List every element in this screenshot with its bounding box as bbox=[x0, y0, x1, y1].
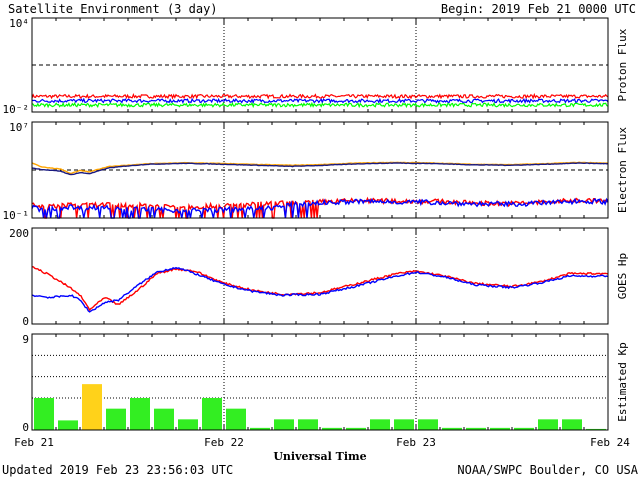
y-axis-label: GOES Hp bbox=[616, 253, 629, 299]
panel-kp: 9 0 Estimated Kp bbox=[22, 333, 629, 434]
kp-bar bbox=[322, 427, 342, 430]
y-axis-label: Electron Flux bbox=[616, 127, 629, 213]
kp-bar bbox=[466, 427, 486, 430]
x-axis-label: Universal Time bbox=[273, 450, 366, 463]
x-tick-3: Feb 24 bbox=[590, 436, 630, 449]
panel-frame bbox=[31, 17, 609, 113]
kp-bar bbox=[202, 398, 222, 430]
series-green-2 bbox=[31, 101, 609, 109]
series-blue-1 bbox=[31, 266, 609, 313]
kp-bar bbox=[538, 419, 558, 430]
kp-bar bbox=[82, 384, 102, 430]
kp-bar bbox=[586, 428, 606, 430]
series-navy-1 bbox=[31, 162, 609, 176]
y-axis-label: Estimated Kp bbox=[616, 342, 629, 421]
panel-frame bbox=[31, 227, 609, 325]
x-tick-2: Feb 23 bbox=[396, 436, 436, 449]
kp-bar bbox=[226, 408, 246, 430]
y-tick-top: 200 bbox=[9, 227, 29, 240]
series-blue-3 bbox=[31, 197, 609, 219]
panels: 10⁴ 10⁻² Proton Flux 10⁷ 10⁻¹ Electron Flux 20… bbox=[3, 17, 630, 434]
series-blue-1 bbox=[31, 97, 609, 105]
kp-bar bbox=[562, 419, 582, 430]
series-red-0 bbox=[31, 92, 609, 100]
y-tick-top: 10⁴ bbox=[9, 17, 29, 30]
kp-bar bbox=[58, 420, 78, 430]
kp-bar bbox=[130, 398, 150, 430]
kp-bar bbox=[178, 419, 198, 430]
kp-bar bbox=[490, 427, 510, 430]
updated-time: Updated 2019 Feb 23 23:56:03 UTC bbox=[2, 463, 233, 477]
kp-bar bbox=[394, 419, 414, 430]
kp-bar bbox=[418, 419, 438, 430]
series-red-0 bbox=[31, 266, 609, 312]
panel-proton: 10⁴ 10⁻² Proton Flux bbox=[3, 17, 630, 116]
kp-bar bbox=[346, 427, 366, 430]
y-tick-bottom: 10⁻² bbox=[3, 103, 30, 116]
kp-bar bbox=[154, 408, 174, 430]
y-axis-label: Proton Flux bbox=[616, 28, 629, 101]
kp-bar bbox=[34, 398, 54, 430]
begin-time: Begin: 2019 Feb 21 0000 UTC bbox=[441, 2, 636, 16]
credit: NOAA/SWPC Boulder, CO USA bbox=[457, 463, 638, 477]
panel-frame bbox=[31, 333, 609, 431]
y-tick-bottom: 0 bbox=[22, 315, 29, 328]
chart-title: Satellite Environment (3 day) bbox=[8, 2, 218, 16]
panel-hp: 200 0 GOES Hp bbox=[9, 227, 629, 328]
x-tick-1: Feb 22 bbox=[204, 436, 244, 449]
kp-bar bbox=[298, 419, 318, 430]
panel-electron: 10⁷ 10⁻¹ Electron Flux bbox=[3, 121, 630, 222]
kp-bar bbox=[514, 427, 534, 430]
y-tick-top: 10⁷ bbox=[9, 121, 29, 134]
y-tick-top: 9 bbox=[22, 333, 29, 346]
kp-bar bbox=[370, 419, 390, 430]
y-tick-bottom: 10⁻¹ bbox=[3, 209, 30, 222]
x-tick-0: Feb 21 bbox=[14, 436, 54, 449]
kp-bar bbox=[106, 408, 126, 430]
kp-bar bbox=[442, 427, 462, 430]
series-orange-0 bbox=[31, 161, 609, 175]
panel-frame bbox=[31, 121, 609, 219]
kp-bar bbox=[250, 427, 270, 430]
y-tick-bottom: 0 bbox=[22, 421, 29, 434]
kp-bar bbox=[274, 419, 294, 430]
